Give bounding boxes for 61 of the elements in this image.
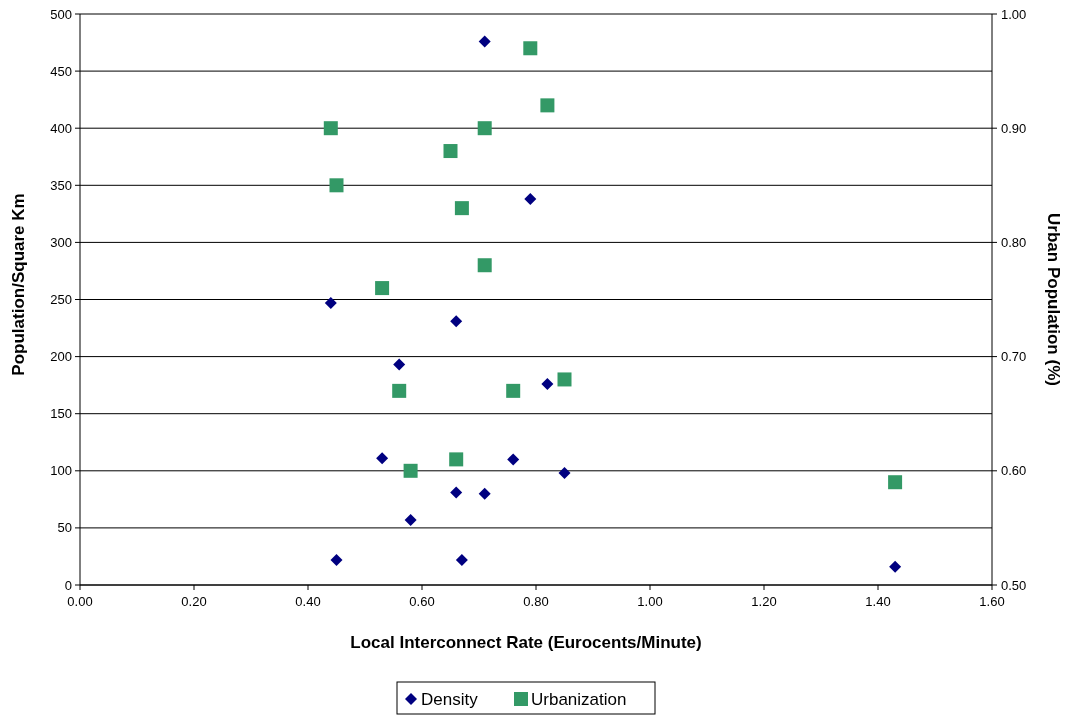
point [888, 475, 903, 490]
point [404, 513, 417, 526]
point [889, 560, 902, 573]
point [477, 121, 492, 136]
legend-label: Density [421, 689, 479, 709]
y2-tick-label: 1.00 [1001, 6, 1027, 22]
y-tick-label: 300 [50, 234, 72, 250]
point [329, 178, 344, 193]
point [323, 121, 338, 136]
point [393, 358, 406, 371]
point [557, 372, 572, 387]
y-tick-label: 250 [50, 292, 72, 308]
y-tick-label: 0 [64, 577, 72, 593]
y-tick-label: 400 [50, 120, 72, 136]
point [449, 452, 464, 467]
y-tick-label: 100 [50, 463, 72, 479]
point [455, 553, 468, 566]
y-tick-label: 50 [57, 520, 72, 536]
point [541, 378, 554, 391]
x-tick-label: 1.00 [637, 594, 663, 609]
x-tick-label: 0.80 [523, 594, 549, 609]
x-tick-label: 0.00 [67, 594, 93, 609]
x-tick-label: 1.60 [979, 594, 1005, 609]
y-tick-label: 350 [50, 177, 72, 193]
y2-tick-label: 0.60 [1001, 463, 1027, 479]
point [443, 144, 458, 159]
y-tick-label: 200 [50, 349, 72, 365]
x-tick-label: 0.60 [409, 594, 435, 609]
point [558, 467, 571, 480]
point [477, 258, 492, 273]
legend-label: Urbanization [531, 689, 627, 709]
point [507, 453, 520, 466]
point [540, 98, 555, 113]
point [324, 296, 337, 309]
y-tick-label: 500 [50, 6, 72, 22]
x-axis-title: Local Interconnect Rate (Eurocents/Minute) [350, 633, 702, 652]
x-tick-label: 0.40 [295, 594, 321, 609]
point [523, 41, 538, 56]
point [450, 315, 463, 328]
y-axis-title: Population/Square Km [9, 193, 28, 376]
point [330, 553, 343, 566]
point [506, 383, 521, 398]
y2-axis-title: Urban Population (%) [1044, 213, 1063, 386]
point [450, 486, 463, 499]
y2-tick-label: 0.90 [1001, 120, 1027, 136]
point [376, 452, 389, 465]
y-tick-label: 450 [50, 63, 72, 79]
point [524, 193, 537, 205]
x-tick-label: 1.40 [865, 594, 891, 609]
y2-tick-label: 0.50 [1001, 577, 1027, 593]
x-tick-label: 0.20 [181, 594, 207, 609]
point [403, 463, 418, 478]
point [478, 35, 491, 48]
y2-tick-label: 0.80 [1001, 234, 1027, 250]
y2-tick-label: 0.70 [1001, 349, 1027, 365]
point [478, 487, 491, 500]
point [375, 281, 390, 296]
x-tick-label: 1.20 [751, 594, 777, 609]
point [392, 383, 407, 398]
y-tick-label: 150 [50, 406, 72, 422]
point [454, 201, 469, 216]
